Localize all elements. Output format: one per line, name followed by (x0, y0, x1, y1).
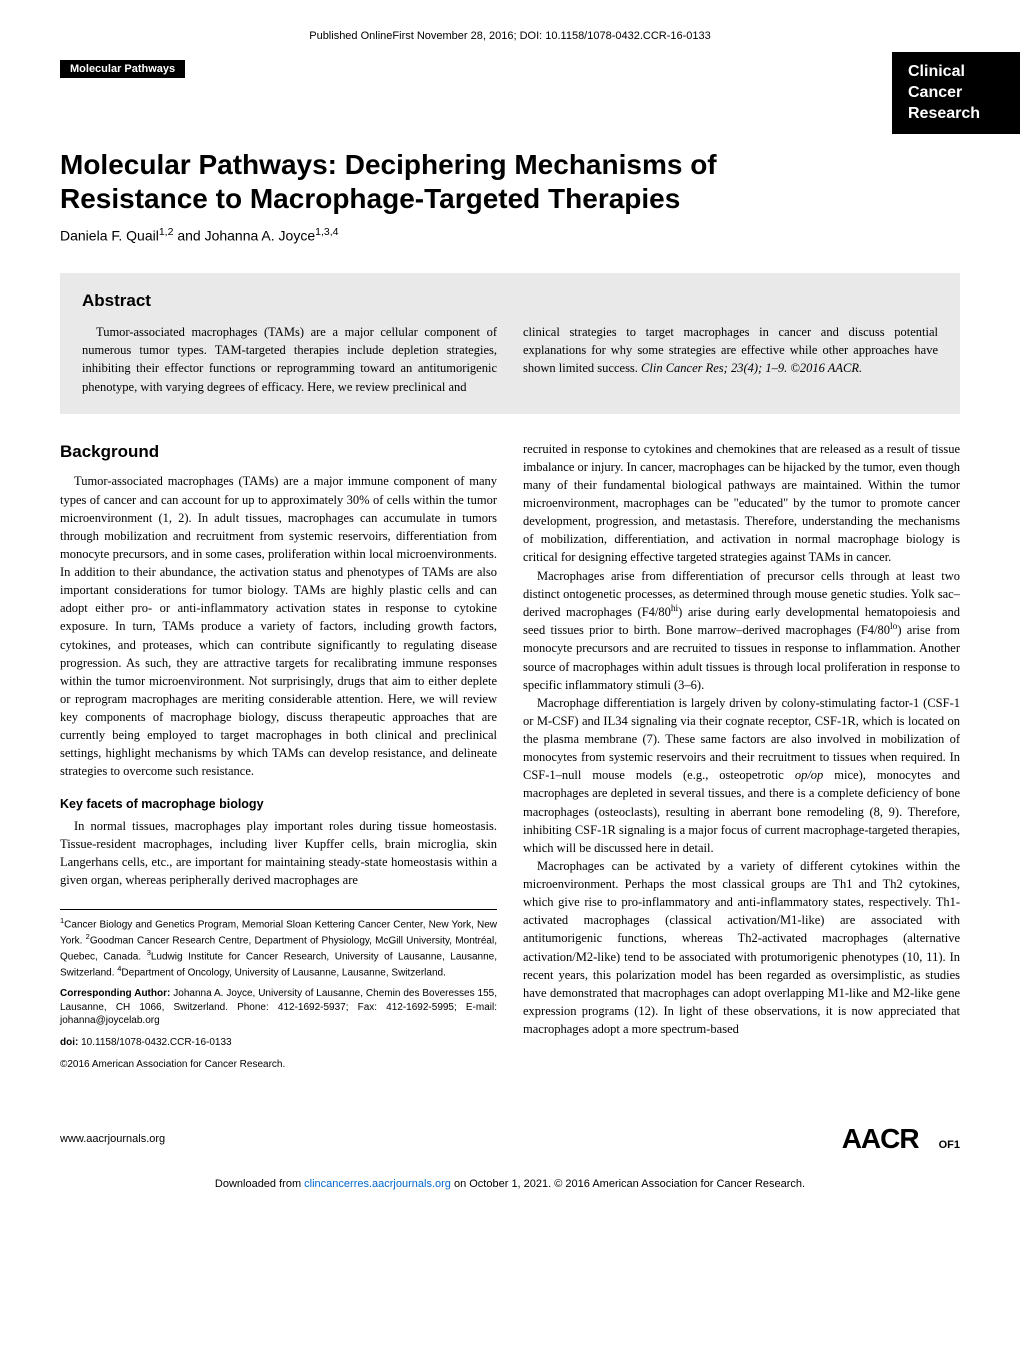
footer-right: AACR OF1 (842, 1123, 960, 1155)
page-number: OF1 (939, 1139, 960, 1151)
abstract-box: Abstract Tumor-associated macrophages (T… (60, 273, 960, 414)
footer-row: www.aacrjournals.org AACR OF1 (60, 1123, 960, 1155)
right-p3: Macrophage differentiation is largely dr… (523, 694, 960, 857)
background-heading: Background (60, 440, 497, 465)
article-title: Molecular Pathways: Deciphering Mechanis… (60, 148, 820, 215)
footnote-divider (60, 909, 497, 910)
journal-name: Clinical Cancer Research (892, 52, 1020, 134)
copyright: ©2016 American Association for Cancer Re… (60, 1058, 497, 1073)
body-columns: Background Tumor-associated macrophages … (60, 440, 960, 1073)
key-facets-subheading: Key facets of macrophage biology (60, 795, 497, 813)
footer-url: www.aacrjournals.org (60, 1133, 165, 1145)
right-p1: recruited in response to cytokines and c… (523, 440, 960, 567)
header-bar: Molecular Pathways Clinical Cancer Resea… (60, 60, 960, 134)
background-p1: Tumor-associated macrophages (TAMs) are … (60, 472, 497, 780)
section-label: Molecular Pathways (60, 60, 185, 78)
abstract-left-text: Tumor-associated macrophages (TAMs) are … (82, 323, 497, 396)
aacr-logo: AACR (842, 1123, 919, 1154)
download-note: Downloaded from clincancerres.aacrjourna… (60, 1177, 960, 1192)
right-p2: Macrophages arise from differentiation o… (523, 567, 960, 694)
key-facets-p1: In normal tissues, macrophages play impo… (60, 817, 497, 890)
abstract-right-text: clinical strategies to target macrophage… (523, 323, 938, 377)
right-p4: Macrophages can be activated by a variet… (523, 857, 960, 1038)
abstract-col-left: Tumor-associated macrophages (TAMs) are … (82, 323, 497, 396)
page-container: Published OnlineFirst November 28, 2016;… (0, 0, 1020, 1212)
corresponding-author: Corresponding Author: Johanna A. Joyce, … (60, 987, 497, 1028)
abstract-heading: Abstract (82, 291, 938, 311)
doi: doi: 10.1158/1078-0432.CCR-16-0133 (60, 1036, 497, 1051)
body-col-left: Background Tumor-associated macrophages … (60, 440, 497, 1073)
publication-meta: Published OnlineFirst November 28, 2016;… (60, 30, 960, 42)
affiliations: 1Cancer Biology and Genetics Program, Me… (60, 916, 497, 979)
authors: Daniela F. Quail1,2 and Johanna A. Joyce… (60, 226, 960, 244)
abstract-col-right: clinical strategies to target macrophage… (523, 323, 938, 396)
abstract-columns: Tumor-associated macrophages (TAMs) are … (82, 323, 938, 396)
body-col-right: recruited in response to cytokines and c… (523, 440, 960, 1073)
